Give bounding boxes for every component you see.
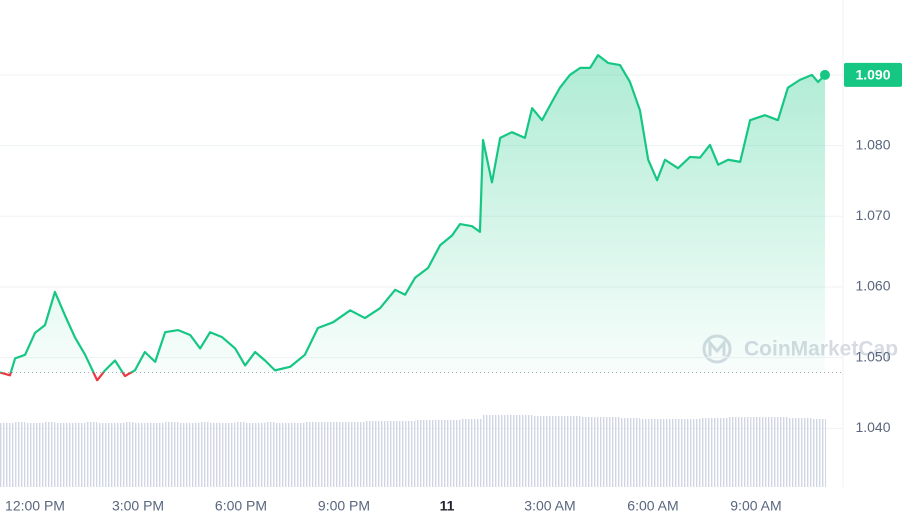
- volume-bar: [542, 416, 553, 487]
- volume-bar: [144, 423, 156, 487]
- volume-bar: [678, 419, 691, 487]
- volume-bar: [0, 423, 10, 487]
- volume-bar: [15, 422, 26, 487]
- volume-bar: [728, 417, 741, 487]
- volume-bar: [134, 423, 145, 487]
- x-tick-label: 6:00 AM: [627, 498, 678, 514]
- volume-bar: [44, 422, 55, 487]
- volume-bar: [155, 423, 166, 487]
- volume-bar: [350, 422, 365, 487]
- volume-bar: [479, 419, 484, 487]
- volume-bar: [648, 419, 658, 487]
- volume-bar: [222, 423, 236, 487]
- volume-bar: [364, 421, 381, 487]
- x-tick-label: 9:00 PM: [318, 498, 370, 514]
- price-badge: [844, 62, 902, 87]
- y-tick-label: 1.070: [855, 207, 890, 223]
- volume-bar: [811, 419, 819, 487]
- x-tick-label: 11: [440, 498, 455, 514]
- volume-bar: [777, 417, 788, 487]
- volume-bar: [97, 423, 106, 487]
- volume-bar: [200, 422, 211, 487]
- volume-bar: [690, 419, 701, 487]
- volume-bar: [664, 419, 679, 487]
- volume-bar: [740, 417, 751, 487]
- volume-bar: [178, 423, 191, 487]
- x-tick-label: 3:00 PM: [112, 498, 164, 514]
- x-tick-label: 12:00 PM: [5, 498, 65, 514]
- volume-bar: [333, 422, 351, 487]
- volume-bar: [75, 423, 86, 487]
- volume-bar: [607, 417, 621, 487]
- volume-bar: [124, 422, 135, 487]
- volume-bar: [317, 422, 334, 487]
- volume-bar: [620, 418, 630, 487]
- volume-bar: [265, 422, 275, 487]
- volume-bar: [700, 418, 710, 487]
- volume-bar: [380, 421, 396, 487]
- volume-bar: [511, 415, 525, 487]
- price-line: [0, 54, 826, 373]
- price-badge-label: 1.090: [855, 67, 890, 83]
- volume-bar: [235, 422, 246, 487]
- volume-bar: [491, 415, 501, 487]
- volume-bar: [304, 422, 318, 487]
- volume-bar: [590, 417, 599, 487]
- volume-bar: [764, 417, 778, 487]
- y-tick-label: 1.040: [855, 419, 890, 435]
- volume-bar: [818, 419, 825, 487]
- x-tick-label: 6:00 PM: [215, 498, 267, 514]
- y-tick-label: 1.060: [855, 278, 890, 294]
- volume-bar: [428, 420, 441, 487]
- volume-bar: [598, 417, 608, 487]
- volume-bar: [787, 418, 800, 487]
- volume-bar: [580, 417, 591, 487]
- x-tick-label: 9:00 AM: [730, 498, 781, 514]
- y-tick-label: 1.050: [855, 348, 890, 364]
- volume-bar: [274, 423, 291, 487]
- volume-bar: [532, 416, 543, 487]
- volume-bar: [500, 415, 512, 487]
- volume-bar: [415, 420, 429, 487]
- volume-bar: [290, 423, 305, 487]
- volume-bar: [639, 419, 649, 487]
- volume-bar: [245, 423, 256, 487]
- last-point: [819, 69, 830, 80]
- volume-bar: [25, 423, 36, 487]
- volume-bar: [824, 419, 826, 487]
- volume-bar: [524, 415, 533, 487]
- volume-bar: [657, 419, 665, 487]
- volume-bar: [190, 423, 201, 487]
- volume-bar: [9, 423, 16, 487]
- price-line-below-open: [0, 372, 134, 382]
- volume-bar: [440, 420, 453, 487]
- x-tick-label: 3:00 AM: [524, 498, 575, 514]
- volume-bar: [718, 418, 729, 487]
- volume-bar: [115, 423, 125, 487]
- volume-bar: [452, 420, 461, 487]
- volume-bar: [559, 416, 570, 487]
- volume-bar: [405, 421, 416, 487]
- volume-bar: [460, 419, 473, 487]
- volume-bar: [255, 423, 266, 487]
- volume-bar: [483, 415, 492, 487]
- volume-bar: [709, 418, 719, 487]
- volume-bar: [472, 419, 480, 487]
- volume-bar: [105, 423, 116, 487]
- volume-bar: [395, 421, 406, 487]
- volume-bar: [750, 417, 765, 487]
- volume-bar: [799, 418, 812, 487]
- volume-bar: [64, 423, 76, 487]
- volume-bar: [165, 422, 179, 487]
- volume-bar: [54, 423, 65, 487]
- volume-bar: [35, 423, 45, 487]
- price-area: [0, 55, 825, 373]
- y-tick-label: 1.080: [855, 136, 890, 152]
- volume-bar: [552, 416, 560, 487]
- volume-bar: [85, 422, 98, 487]
- volume-bar: [210, 423, 223, 487]
- volume-bar: [629, 418, 640, 487]
- volume-bar: [569, 416, 581, 487]
